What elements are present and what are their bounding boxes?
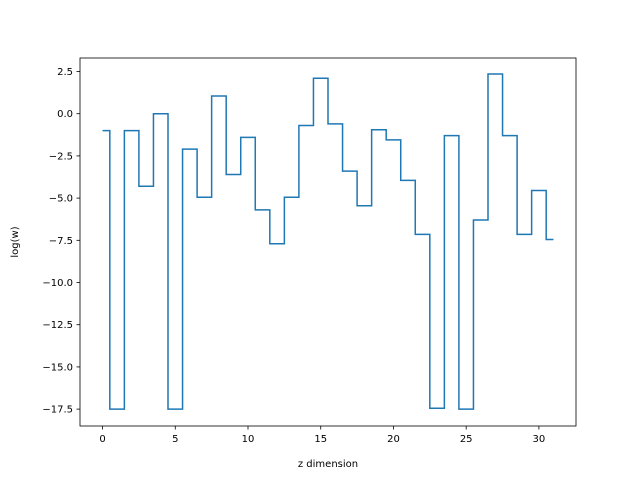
y-tick-label: 0.0 bbox=[57, 109, 73, 120]
y-tick-label: 2.5 bbox=[57, 67, 73, 78]
x-tick-label: 10 bbox=[242, 434, 255, 445]
y-tick-label: −15.0 bbox=[42, 362, 73, 373]
x-axis-label: z dimension bbox=[298, 459, 358, 470]
y-tick-label: −10.0 bbox=[42, 278, 73, 289]
series-layer bbox=[102, 73, 554, 410]
plot-frame bbox=[79, 57, 577, 427]
x-tick-label: 5 bbox=[172, 434, 178, 445]
y-axis-label: log(w) bbox=[10, 226, 21, 257]
y-tick-label: −2.5 bbox=[49, 151, 73, 162]
y-tick-label: −7.5 bbox=[49, 236, 73, 247]
y-tick-label: −5.0 bbox=[49, 194, 73, 205]
y-tick-label: −12.5 bbox=[42, 320, 73, 331]
y-axis: 2.5 0.0 −2.5 −5.0 −7.5 −10.0 −12.5 −15.0 −17.5 bbox=[42, 67, 80, 416]
x-tick-label: 30 bbox=[533, 434, 546, 445]
y-tick-label: −17.5 bbox=[42, 405, 73, 416]
x-tick-label: 15 bbox=[314, 434, 327, 445]
x-axis: 0 5 10 15 20 25 30 bbox=[99, 426, 545, 445]
x-tick-label: 25 bbox=[460, 434, 473, 445]
x-tick-label: 0 bbox=[99, 434, 105, 445]
x-tick-label: 20 bbox=[387, 434, 400, 445]
series-line-0 bbox=[102, 73, 554, 410]
